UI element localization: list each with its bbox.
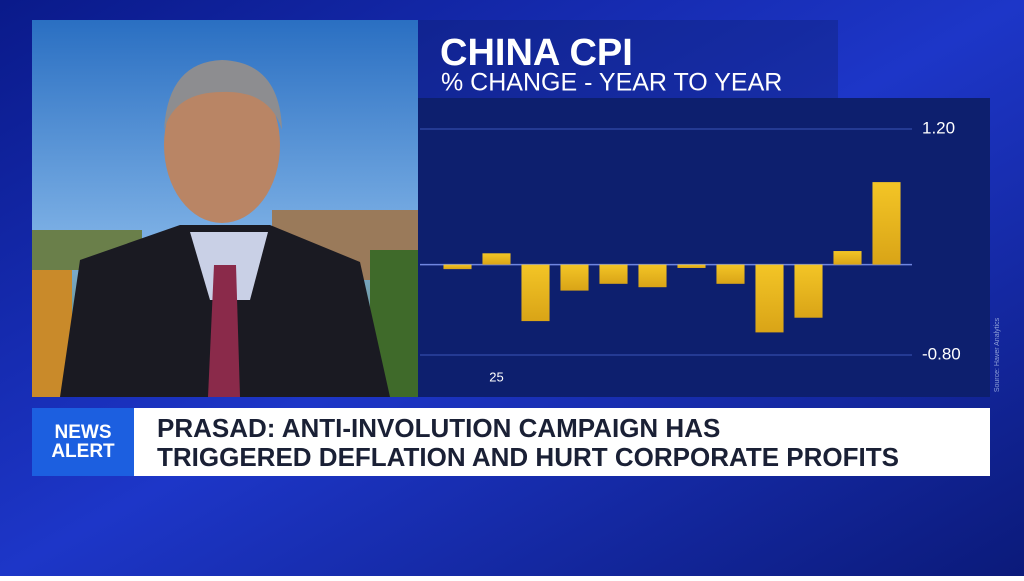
bar [755, 264, 784, 333]
bar [833, 251, 862, 265]
headline-line: TRIGGERED DEFLATION AND HURT CORPORATE P… [157, 442, 899, 472]
bar [872, 182, 901, 265]
news-banner: NEWS ALERT PRASAD: ANTI-INVOLUTION CAMPA… [32, 408, 990, 476]
badge-line: NEWS [55, 422, 112, 443]
chart-subtitle: % CHANGE - YEAR TO YEAR [441, 69, 782, 97]
bar [443, 264, 472, 270]
y-tick-label: -0.80 [922, 344, 961, 363]
source: Source: Haver Analytics [994, 317, 1001, 392]
y-tick-label: 1.20 [922, 118, 955, 137]
bar [599, 264, 628, 284]
bar [521, 264, 550, 322]
bar [482, 253, 511, 265]
bar [794, 264, 823, 318]
bar [677, 264, 706, 268]
bar [638, 264, 667, 288]
bar [716, 264, 745, 284]
x-tick-label: 25 [489, 369, 503, 384]
chart-panel [418, 98, 990, 397]
video-feed [32, 20, 418, 397]
plot: -0.80 1.20 25 [420, 118, 961, 384]
headline-line: PRASAD: ANTI-INVOLUTION CAMPAIGN HAS [157, 413, 720, 443]
bar [560, 264, 589, 291]
chart-title: CHINA CPI [440, 32, 633, 74]
title-panel [418, 20, 838, 100]
badge-line: ALERT [51, 441, 115, 462]
